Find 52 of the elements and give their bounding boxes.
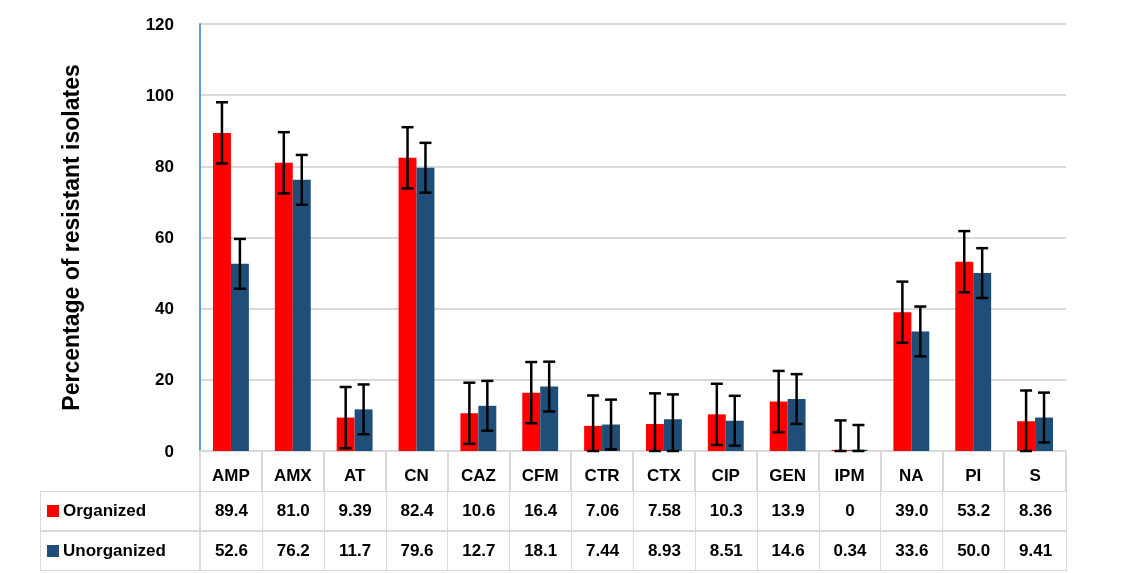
- y-tick-label: 40: [155, 299, 174, 319]
- y-tick-label: 0: [164, 441, 174, 461]
- x-tick-label: CTX: [646, 466, 682, 485]
- data-label: 9.39: [323, 491, 387, 531]
- y-tick-label: 120: [145, 14, 174, 34]
- data-label: 11.7: [323, 531, 387, 571]
- data-label: 33.6: [880, 531, 944, 571]
- x-tick-label: PI: [965, 466, 982, 485]
- data-label: 8.93: [633, 531, 696, 571]
- x-tick-label: GEN: [769, 466, 807, 485]
- data-label: 8.36: [1004, 491, 1067, 531]
- data-label: 0: [818, 491, 882, 531]
- y-tick-label: 100: [145, 85, 174, 105]
- data-label: 16.4: [509, 491, 573, 531]
- data-label: 79.6: [385, 531, 449, 571]
- y-tick-label: 60: [155, 228, 174, 247]
- x-tick-label: NA: [899, 466, 924, 485]
- data-label: 89.4: [200, 491, 263, 531]
- data-label: 76.2: [261, 531, 325, 571]
- data-label: 7.44: [571, 531, 634, 571]
- data-label: 39.0: [880, 491, 944, 531]
- y-tick-label: 20: [155, 370, 174, 390]
- x-tick-label: AMX: [273, 466, 313, 485]
- legend-label: Unorganized: [63, 541, 166, 561]
- x-tick-label: IPM: [834, 466, 865, 485]
- data-label: 9.41: [1004, 531, 1067, 571]
- data-label: 50.0: [942, 531, 1006, 571]
- x-tick-label: S: [1029, 466, 1041, 485]
- data-label: 0.34: [818, 531, 882, 571]
- x-tick-label: CFM: [521, 466, 559, 485]
- y-axis-title: Percentage of resistant isolates: [57, 64, 84, 411]
- data-label: 8.51: [694, 531, 758, 571]
- data-label: 82.4: [385, 491, 449, 531]
- y-tick-label: 80: [155, 156, 174, 176]
- data-label: 10.6: [447, 491, 511, 531]
- x-tick-label: CTR: [584, 466, 620, 485]
- x-tick-label: CN: [404, 466, 429, 485]
- data-label: 52.6: [200, 531, 263, 571]
- data-label: 7.06: [571, 491, 634, 531]
- data-label: 10.3: [694, 491, 758, 531]
- x-tick-label: AT: [343, 466, 366, 485]
- x-tick-label: CIP: [711, 466, 740, 485]
- x-tick-label: CAZ: [460, 466, 496, 485]
- data-label: 53.2: [942, 491, 1006, 531]
- data-label: 7.58: [633, 491, 696, 531]
- x-tick-label: AMP: [212, 466, 250, 485]
- data-label: 18.1: [509, 531, 573, 571]
- data-label: 81.0: [261, 491, 325, 531]
- legend-label: Organized: [63, 501, 147, 521]
- data-label: 13.9: [756, 491, 820, 531]
- data-label: 14.6: [756, 531, 820, 571]
- data-label: 12.7: [447, 531, 511, 571]
